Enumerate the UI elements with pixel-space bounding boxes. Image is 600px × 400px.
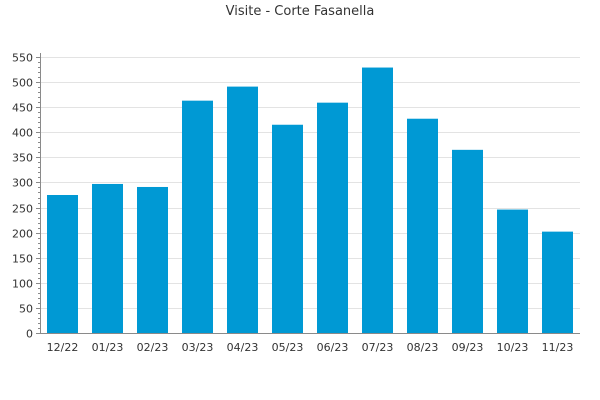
x-tick-label: 11/23 — [542, 341, 574, 354]
bars — [47, 67, 573, 334]
tick-labels: 0 50 100 150 200 250 300 350 400 450 500 550 12/22 01… — [12, 52, 573, 355]
y-tick-label: 100 — [12, 278, 33, 291]
x-tick-label: 09/23 — [452, 341, 484, 354]
bar-11-23 — [542, 231, 573, 333]
x-tick-label: 07/23 — [362, 341, 394, 354]
y-tick-label: 300 — [12, 177, 33, 190]
x-tick-label: 06/23 — [317, 341, 349, 354]
gridlines — [40, 57, 580, 309]
x-tick-label: 08/23 — [407, 341, 439, 354]
y-tick-label: 550 — [12, 52, 33, 65]
bar-12-22 — [47, 195, 78, 333]
chart-title: Visite - Corte Fasanella — [226, 4, 375, 19]
x-tick-label: 04/23 — [227, 341, 259, 354]
y-tick-label: 450 — [12, 102, 33, 115]
y-tick-label: 400 — [12, 127, 33, 140]
y-tick-label: 250 — [12, 203, 33, 216]
bar-02-23 — [137, 186, 168, 333]
x-tick-label: 10/23 — [497, 341, 529, 354]
y-tick-label: 200 — [12, 228, 33, 241]
bar-06-23 — [317, 102, 348, 333]
x-tick-label: 02/23 — [137, 341, 169, 354]
y-tick-label: 500 — [12, 77, 33, 90]
x-tick-label: 05/23 — [272, 341, 304, 354]
bar-01-23 — [92, 183, 123, 333]
bar-07-23 — [362, 67, 393, 334]
y-tick-label: 350 — [12, 152, 33, 165]
bar-09-23 — [452, 149, 483, 333]
bar-10-23 — [497, 209, 528, 333]
x-tick-label: 03/23 — [182, 341, 214, 354]
y-tick-label: 50 — [19, 303, 33, 316]
y-tick-label: 150 — [12, 253, 33, 266]
x-tick-label: 12/22 — [47, 341, 79, 354]
bar-03-23 — [182, 100, 213, 334]
bar-08-23 — [407, 118, 438, 333]
y-tick-label: 0 — [26, 328, 33, 341]
bar-04-23 — [227, 86, 258, 333]
x-tick-label: 01/23 — [92, 341, 124, 354]
bar-05-23 — [272, 124, 303, 333]
axes — [36, 53, 580, 334]
